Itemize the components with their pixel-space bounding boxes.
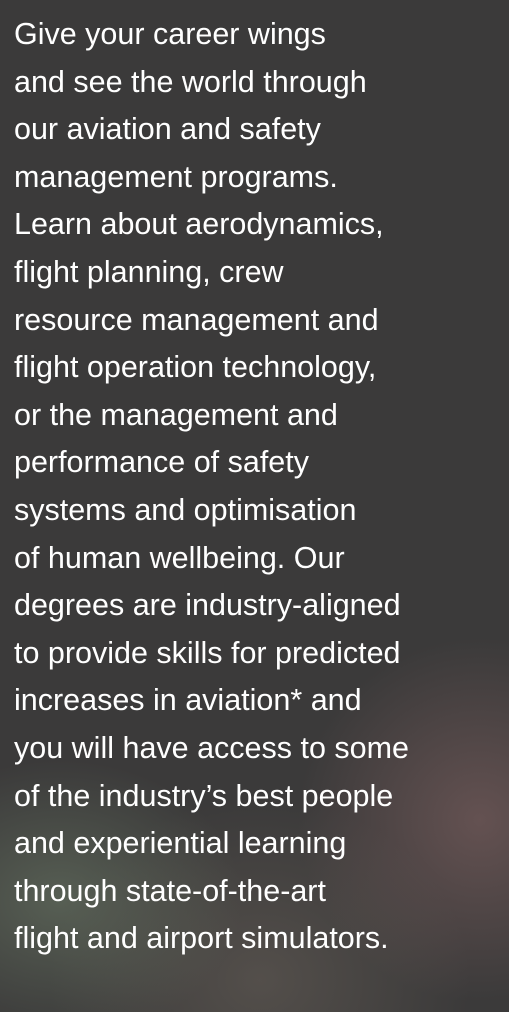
text-line: of the industry’s best people (14, 773, 509, 821)
text-line: increases in aviation* and (14, 677, 509, 725)
text-line: our aviation and safety (14, 106, 509, 154)
text-line: of human wellbeing. Our (14, 535, 509, 583)
text-line: or the management and (14, 392, 509, 440)
text-line: Give your career wings (14, 11, 509, 59)
text-line: degrees are industry-aligned (14, 582, 509, 630)
text-line: you will have access to some (14, 725, 509, 773)
text-line: systems and optimisation (14, 487, 509, 535)
text-line: flight planning, crew (14, 249, 509, 297)
text-line: and experiential learning (14, 820, 509, 868)
text-line: flight operation technology, (14, 344, 509, 392)
text-line: Learn about aerodynamics, (14, 201, 509, 249)
text-line: to provide skills for predicted (14, 630, 509, 678)
text-line: management programs. (14, 154, 509, 202)
text-line: resource management and (14, 297, 509, 345)
text-line: through state-of-the-art (14, 868, 509, 916)
text-line: performance of safety (14, 439, 509, 487)
page: Give your career wingsand see the world … (0, 0, 509, 1012)
text-line: and see the world through (14, 59, 509, 107)
text-line: flight and airport simulators. (14, 915, 509, 963)
